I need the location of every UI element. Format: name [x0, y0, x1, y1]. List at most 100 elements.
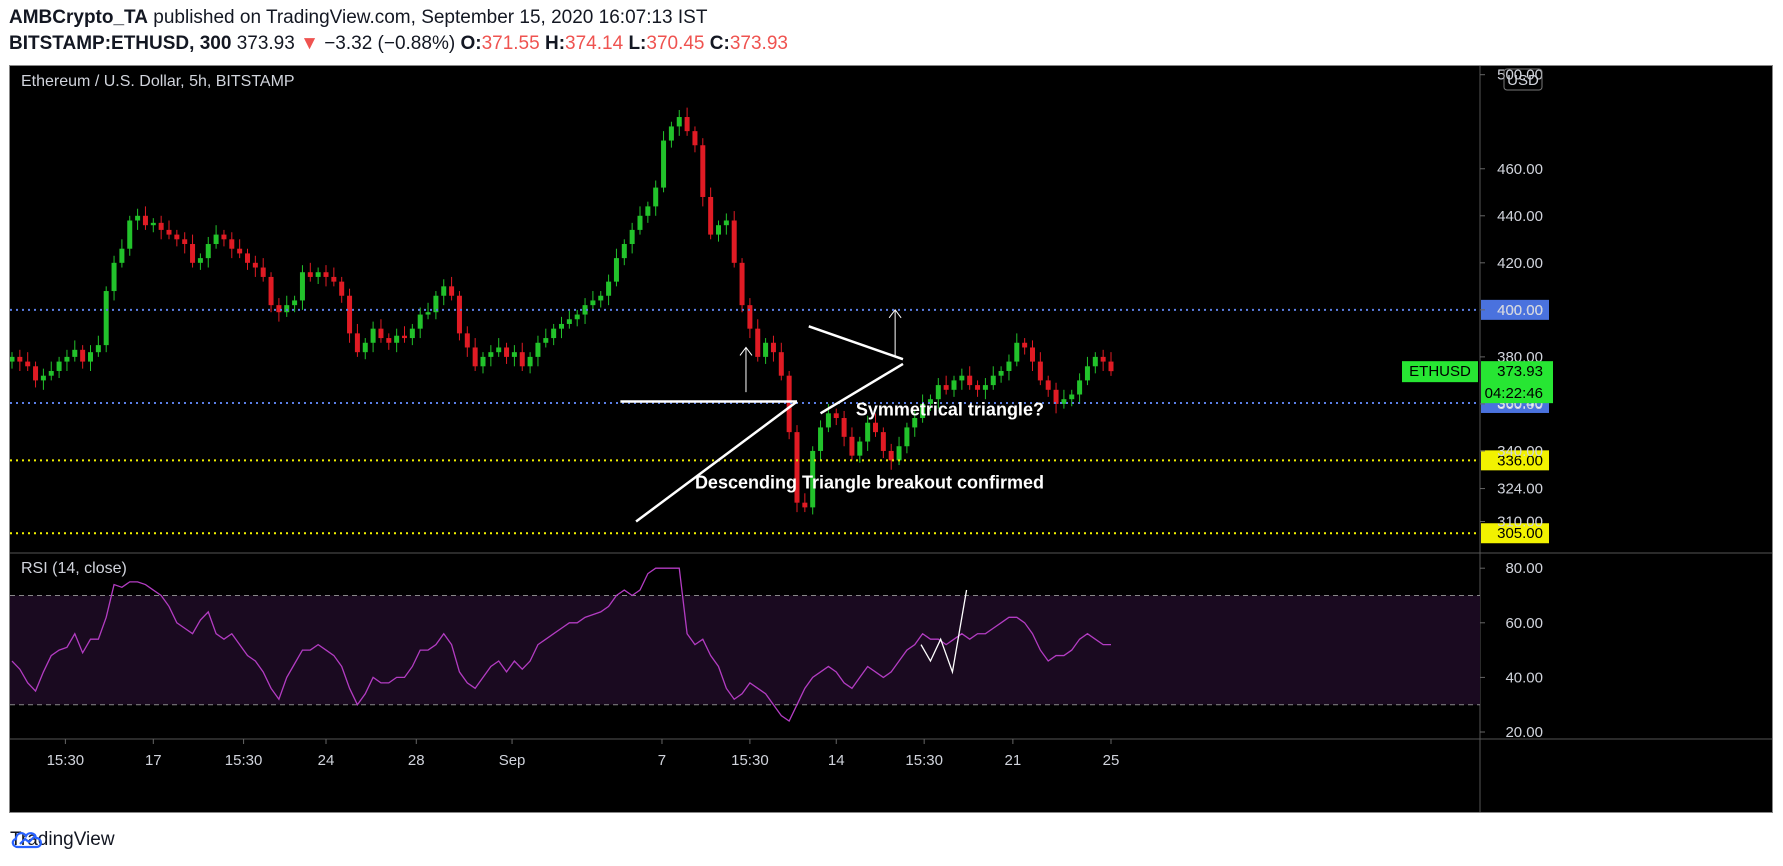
candle-up	[284, 305, 290, 313]
candle-up	[1006, 361, 1012, 371]
last-price: 373.93	[236, 33, 295, 54]
candle-down	[841, 418, 847, 437]
symbol-badge	[1402, 361, 1478, 383]
candle-down	[33, 366, 39, 381]
candle-up	[951, 380, 957, 390]
candle-up	[10, 356, 15, 362]
candle-down	[190, 244, 196, 263]
low-value: 370.45	[646, 33, 705, 54]
candle-up	[535, 342, 541, 357]
candle-down	[221, 234, 227, 240]
candle-up	[935, 385, 941, 400]
candle-up	[527, 356, 533, 367]
candle-down	[1037, 361, 1043, 381]
symbol-label: BITSTAMP:ETHUSD, 300	[9, 33, 232, 54]
candle-up	[668, 126, 674, 141]
candle-up	[661, 140, 667, 188]
candle-down	[142, 215, 148, 226]
author-name[interactable]: AMBCrypto_TA	[9, 7, 148, 28]
candle-down	[276, 305, 282, 313]
candle-down	[1053, 389, 1059, 404]
candle-down	[692, 131, 698, 146]
candle-up	[362, 342, 368, 353]
rsi-projection-line	[920, 589, 968, 675]
candle-down	[307, 272, 313, 277]
candle-up	[810, 450, 816, 508]
candle-up	[559, 323, 564, 329]
candle-up	[927, 399, 933, 404]
candle-down	[245, 253, 250, 263]
price-tick-label: 324.00	[1497, 481, 1543, 498]
candle-down	[456, 295, 462, 334]
candle-up	[197, 258, 203, 263]
cloud-logo-icon	[11, 832, 42, 849]
candle-up	[1069, 394, 1075, 400]
level-label-box	[1481, 450, 1549, 471]
price-tick-label: 460.00	[1497, 161, 1543, 178]
candle-up	[598, 295, 604, 301]
rsi-tick-label: 20.00	[1505, 724, 1543, 741]
candle-down	[802, 502, 808, 508]
candle-up	[433, 295, 439, 313]
candle-up	[111, 262, 117, 292]
candle-up	[865, 422, 871, 442]
candle-up	[825, 413, 831, 428]
x-tick-label: 15:30	[731, 752, 769, 769]
rsi-line	[11, 567, 1111, 723]
price-tick-label: 400.00	[1497, 302, 1543, 319]
level-label-box	[1481, 523, 1549, 544]
candle-up	[1084, 366, 1090, 381]
rsi-tick-label: 80.00	[1505, 560, 1543, 577]
bar-countdown: 04:22:46	[1485, 385, 1543, 402]
x-tick-label: 14	[828, 752, 845, 769]
quote-line: BITSTAMP:ETHUSD, 300 373.93 ▼ −3.32 (−0.…	[9, 33, 788, 55]
candle-up	[551, 328, 557, 339]
candle-up	[64, 356, 70, 362]
candle-up	[88, 352, 93, 362]
currency-badge	[1503, 68, 1543, 91]
candle-up	[299, 272, 305, 301]
candle-down	[331, 276, 337, 282]
candle-up	[127, 220, 133, 249]
rsi-band	[10, 595, 1480, 705]
candle-down	[731, 220, 737, 263]
descending-triangle-bottom	[635, 400, 798, 523]
candle-up	[488, 352, 494, 357]
price-tick-label: 310.00	[1497, 513, 1543, 530]
candle-down	[794, 432, 800, 503]
chart-canvas[interactable]: 400.00360.40336.00305.00500.00460.00440.…	[10, 66, 1773, 813]
candle-up	[982, 385, 988, 390]
candle-up	[72, 349, 78, 357]
candle-down	[880, 432, 886, 451]
x-tick-label: 17	[145, 752, 162, 769]
current-price-value: 373.93	[1497, 363, 1543, 380]
candle-up	[370, 328, 376, 343]
candle-down	[786, 375, 792, 433]
sym-triangle-top	[808, 325, 904, 361]
candle-up	[653, 187, 659, 207]
x-tick-label: 24	[318, 752, 335, 769]
candle-down	[158, 222, 164, 230]
level-label-400.00: 400.00	[1497, 302, 1543, 319]
candle-down	[755, 328, 761, 357]
price-axis-background	[1480, 66, 1772, 812]
tradingview-logo[interactable]: TradingView	[10, 828, 115, 852]
candle-down	[166, 229, 172, 235]
rsi-tick-label: 60.00	[1505, 615, 1543, 632]
price-tick-label: 440.00	[1497, 208, 1543, 225]
candle-down	[1022, 342, 1028, 348]
candle-up	[441, 286, 447, 296]
candle-up	[998, 370, 1004, 376]
candle-down	[1108, 361, 1114, 372]
candle-up	[511, 352, 517, 357]
chart-frame[interactable]: 400.00 360.40 336.00 305.00 500.00 460.00 440.…	[9, 65, 1773, 813]
candle-up	[629, 229, 635, 245]
price-change: −3.32 (−0.88%)	[324, 33, 456, 54]
candle-up	[135, 215, 141, 221]
candle-down	[268, 276, 274, 306]
candle-up	[637, 215, 643, 230]
candle-up	[496, 347, 502, 353]
candle-down	[833, 413, 839, 419]
x-tick-label: 28	[408, 752, 425, 769]
candle-up	[574, 314, 580, 320]
